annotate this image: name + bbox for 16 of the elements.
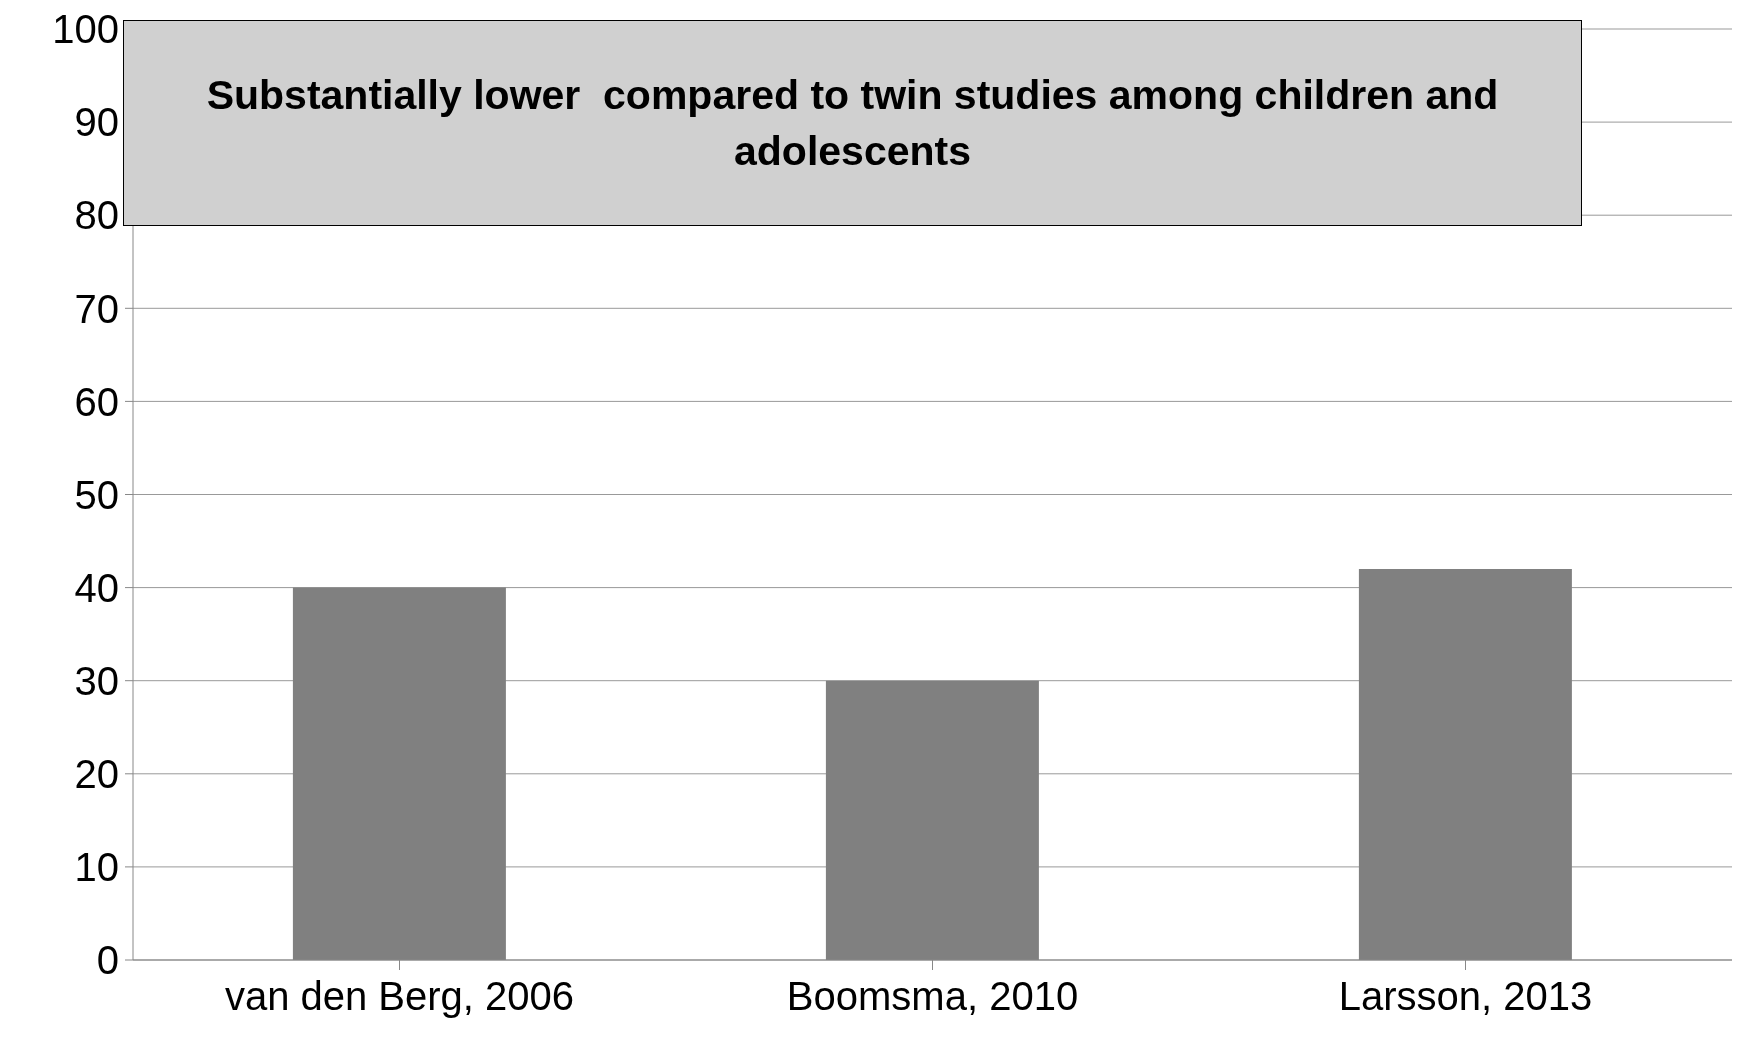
x-tick-label: van den Berg, 2006 bbox=[224, 974, 575, 1019]
y-tick-label: 60 bbox=[74, 379, 119, 424]
annotation: Substantially lower compared to twin studies among children and adolescents bbox=[205, 71, 1500, 176]
y-tick-label: 100 bbox=[52, 7, 119, 52]
y-tick-label: 80 bbox=[74, 193, 119, 238]
note-box: Substantially lower compared to twin studies among children and adolescents bbox=[123, 20, 1582, 226]
y-tick-label: 50 bbox=[74, 472, 119, 517]
y-tick-label: 70 bbox=[74, 286, 119, 331]
y-tick-label: 0 bbox=[96, 938, 119, 983]
x-tick-label: Boomsma, 2010 bbox=[786, 974, 1079, 1019]
y-tick-label: 10 bbox=[74, 845, 119, 890]
y-tick-label: 40 bbox=[74, 565, 119, 610]
y-tick-label: 90 bbox=[74, 100, 119, 145]
x-tick-label: Larsson, 2013 bbox=[1338, 974, 1593, 1019]
y-tick-label: 30 bbox=[74, 658, 119, 703]
y-tick-label: 20 bbox=[74, 752, 119, 796]
